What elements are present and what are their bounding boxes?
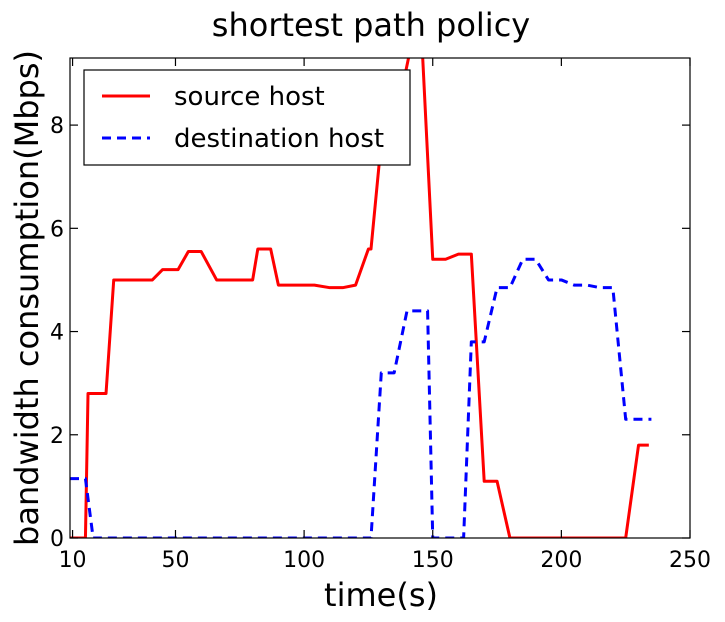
x-tick-label: 150 bbox=[412, 548, 454, 573]
x-tick-label: 100 bbox=[283, 548, 325, 573]
series-layer bbox=[70, 58, 652, 538]
series-line-destination-host bbox=[70, 257, 652, 538]
legend-box bbox=[83, 69, 411, 166]
series-line-source-host bbox=[70, 58, 649, 538]
legend: source host destination host bbox=[83, 69, 411, 166]
x-tick-label: 10 bbox=[59, 548, 87, 573]
legend-label-destination-host: destination host bbox=[174, 124, 384, 154]
ticks-layer: 10 50 100 150 200 250 0 2 4 6 8 bbox=[50, 58, 711, 573]
y-tick-label: 4 bbox=[50, 321, 64, 346]
y-tick-label: 0 bbox=[50, 527, 64, 552]
y-tick-label: 8 bbox=[50, 114, 64, 139]
y-axis-title: bandwidth consumption(Mbps) bbox=[8, 50, 46, 546]
y-tick-label: 2 bbox=[50, 424, 64, 449]
x-tick-label: 250 bbox=[669, 548, 711, 573]
chart-title: shortest path policy bbox=[212, 6, 530, 44]
legend-label-source-host: source host bbox=[174, 82, 325, 112]
plot-frame bbox=[69, 57, 691, 539]
x-tick-label: 50 bbox=[161, 548, 189, 573]
x-axis-title: time(s) bbox=[324, 576, 438, 614]
y-tick-label: 6 bbox=[50, 217, 64, 242]
x-tick-label: 200 bbox=[540, 548, 582, 573]
